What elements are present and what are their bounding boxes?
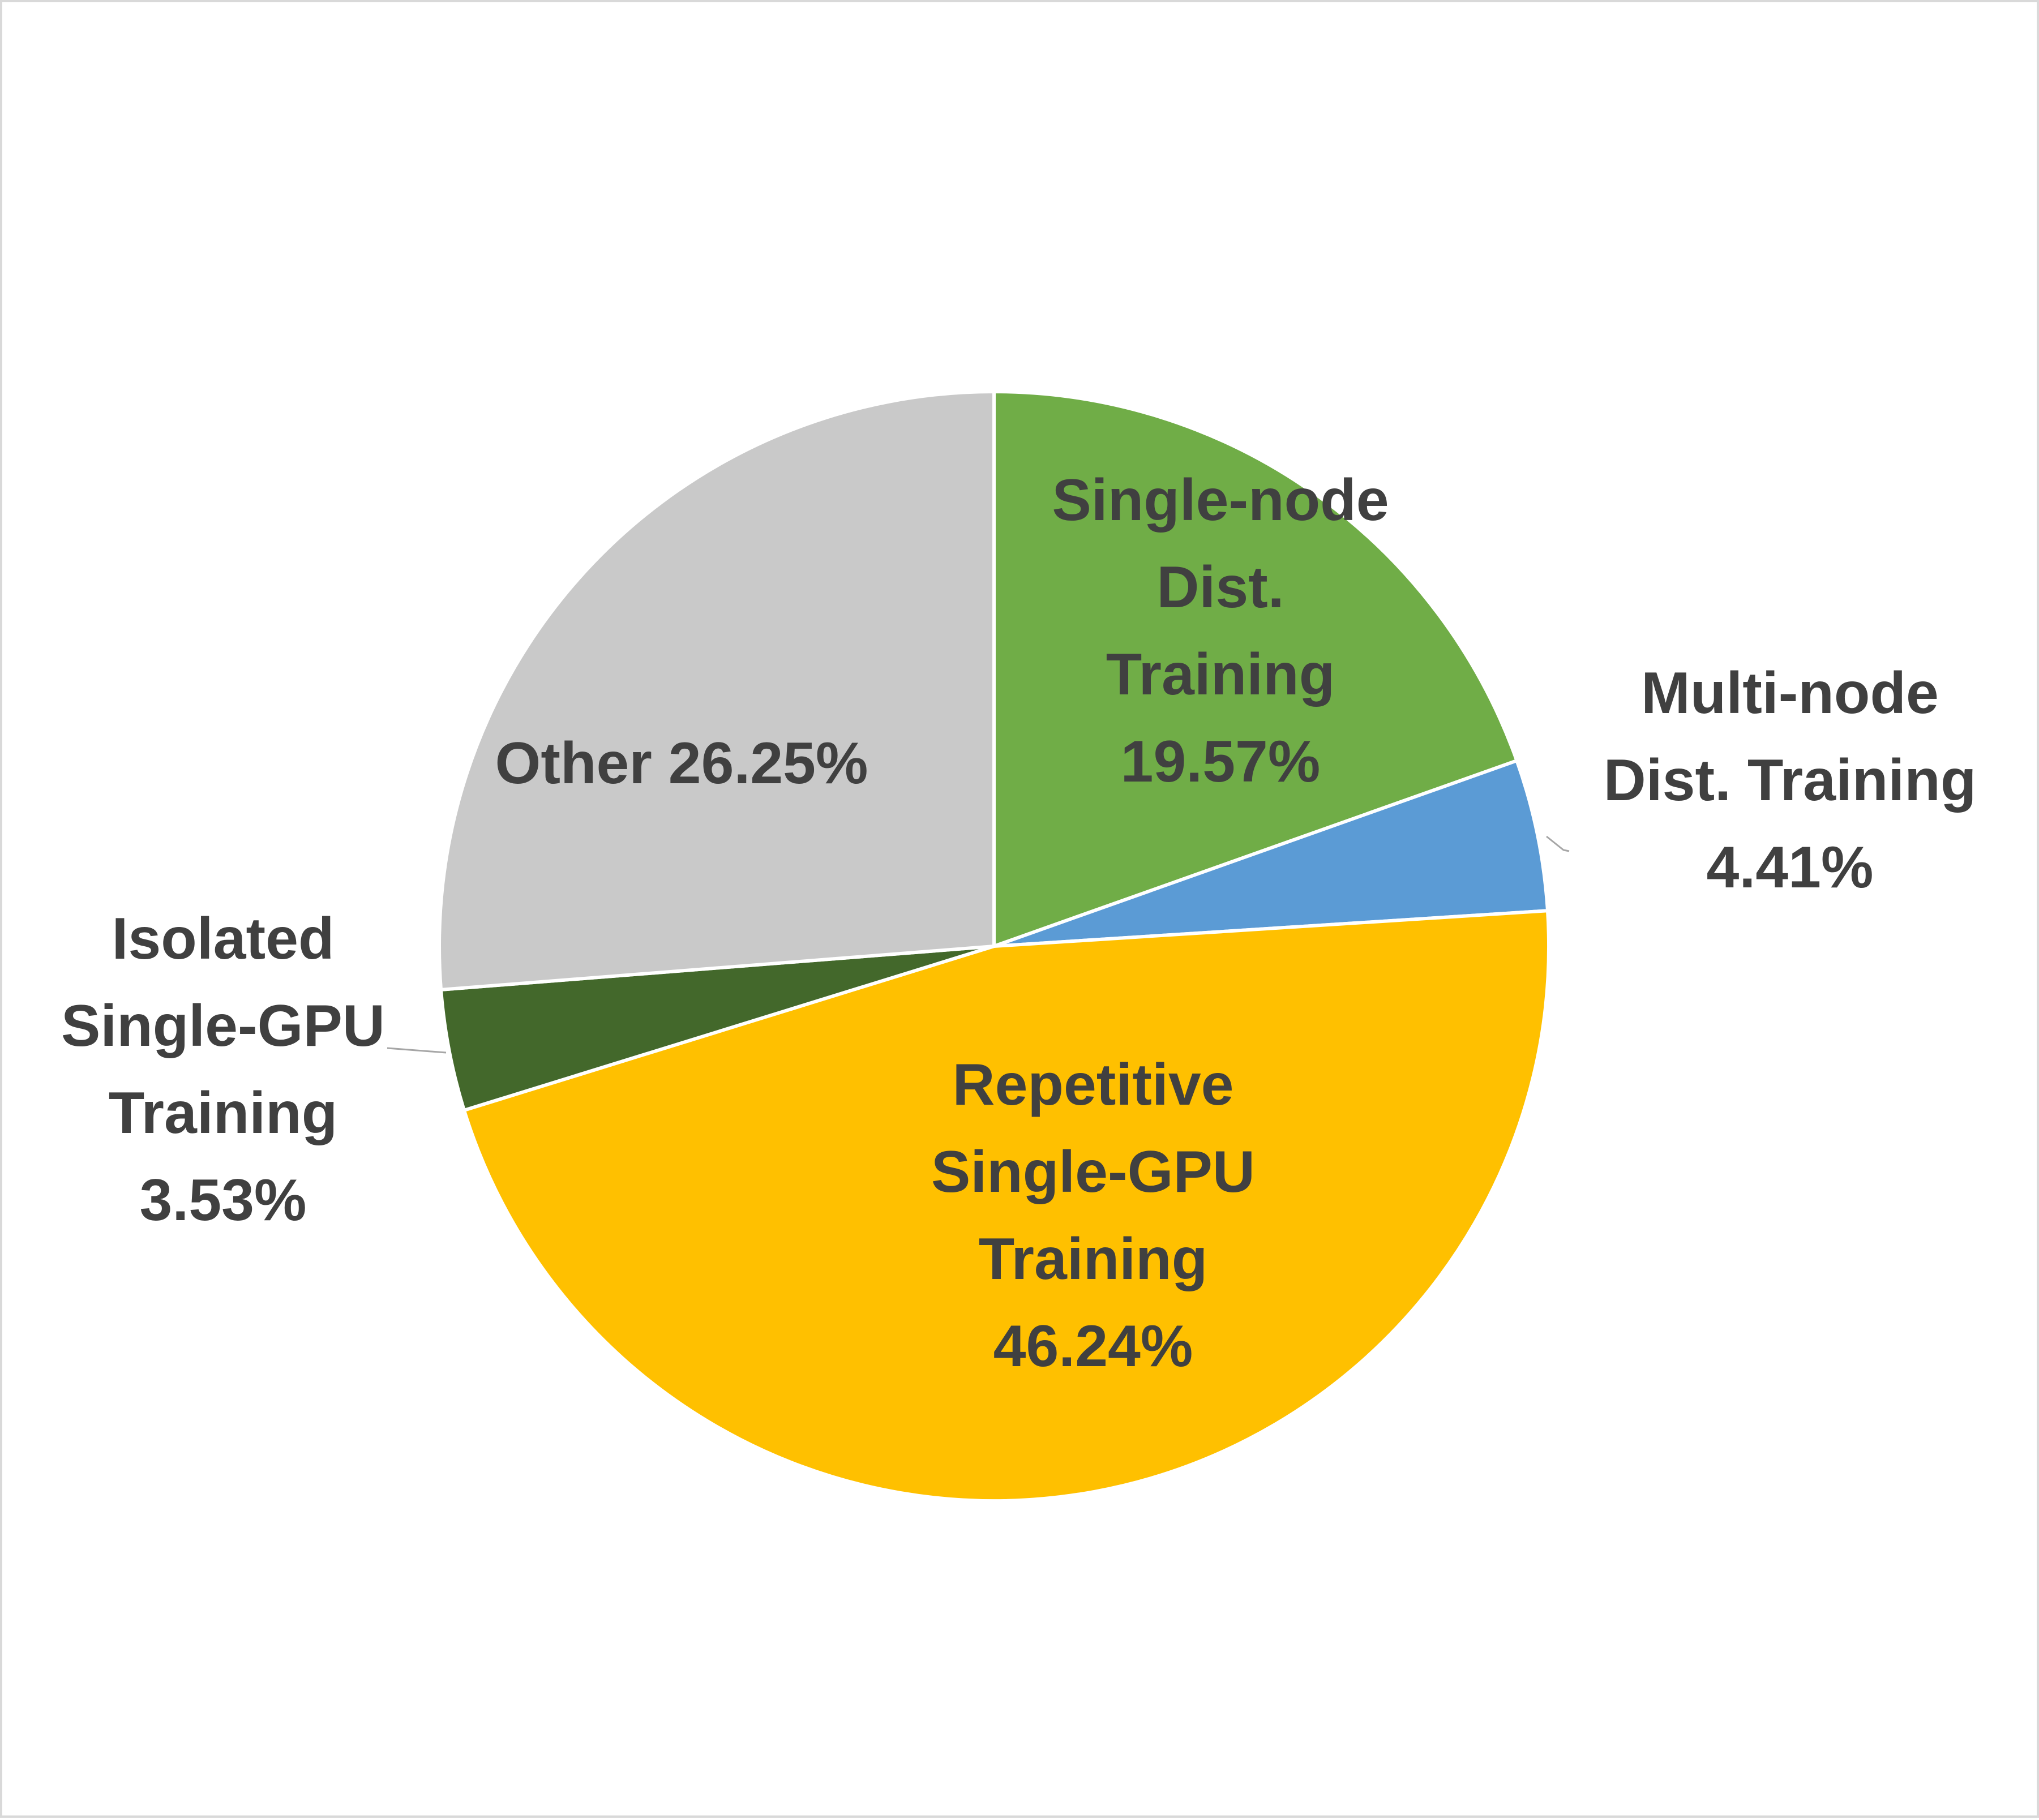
data-label-single-node-dist-training: Single-node Dist. Training 19.57% <box>1052 467 1389 795</box>
pie-slice-other <box>437 390 996 991</box>
data-label-line: Training <box>109 1080 337 1146</box>
data-label-line: Single-GPU <box>61 993 385 1059</box>
data-label-line: 3.53% <box>140 1167 307 1233</box>
data-label-line: Single-GPU <box>931 1139 1255 1205</box>
data-label-line: 46.24% <box>993 1314 1193 1379</box>
data-label-line: Repetitive <box>952 1052 1233 1118</box>
data-labels: Single-node Dist. Training 19.57% Multi-node… <box>61 467 1976 1379</box>
pie-slices <box>437 390 1550 1503</box>
data-label-line: Dist. Training <box>1604 748 1977 813</box>
data-label-repetitive-single-gpu-training: Repetitive Single-GPU Training 46.24% <box>931 1052 1255 1379</box>
data-label-multi-node-dist-training: Multi-node Dist. Training 4.41% <box>1604 660 1977 900</box>
data-label-line: 19.57% <box>1121 729 1321 795</box>
leader-lines <box>387 835 1570 1054</box>
data-label-line: Multi-node <box>1641 660 1939 726</box>
data-label-line: Training <box>979 1226 1207 1292</box>
data-label-line: Isolated <box>112 906 335 972</box>
pie-slice-multi-node-dist-training <box>992 759 1549 948</box>
data-label-line: Dist. <box>1156 555 1284 620</box>
leader-line-isolated-single-gpu-training <box>387 1047 447 1054</box>
leader-line-multi-node-dist-training <box>1546 835 1570 852</box>
pie-slice-repetitive-single-gpu-training <box>462 909 1550 1503</box>
pie-slice-single-node-dist-training <box>992 390 1519 948</box>
data-label-line: Training <box>1106 642 1335 707</box>
data-label-other: Other 26.25% <box>495 731 868 796</box>
data-label-line: 4.41% <box>1707 835 1874 900</box>
data-label-line: Single-node <box>1052 467 1389 533</box>
pie-slice-isolated-single-gpu-training <box>439 945 996 1112</box>
data-label-line: Other 26.25% <box>495 731 868 796</box>
data-label-isolated-single-gpu-training: Isolated Single-GPU Training 3.53% <box>61 906 385 1233</box>
